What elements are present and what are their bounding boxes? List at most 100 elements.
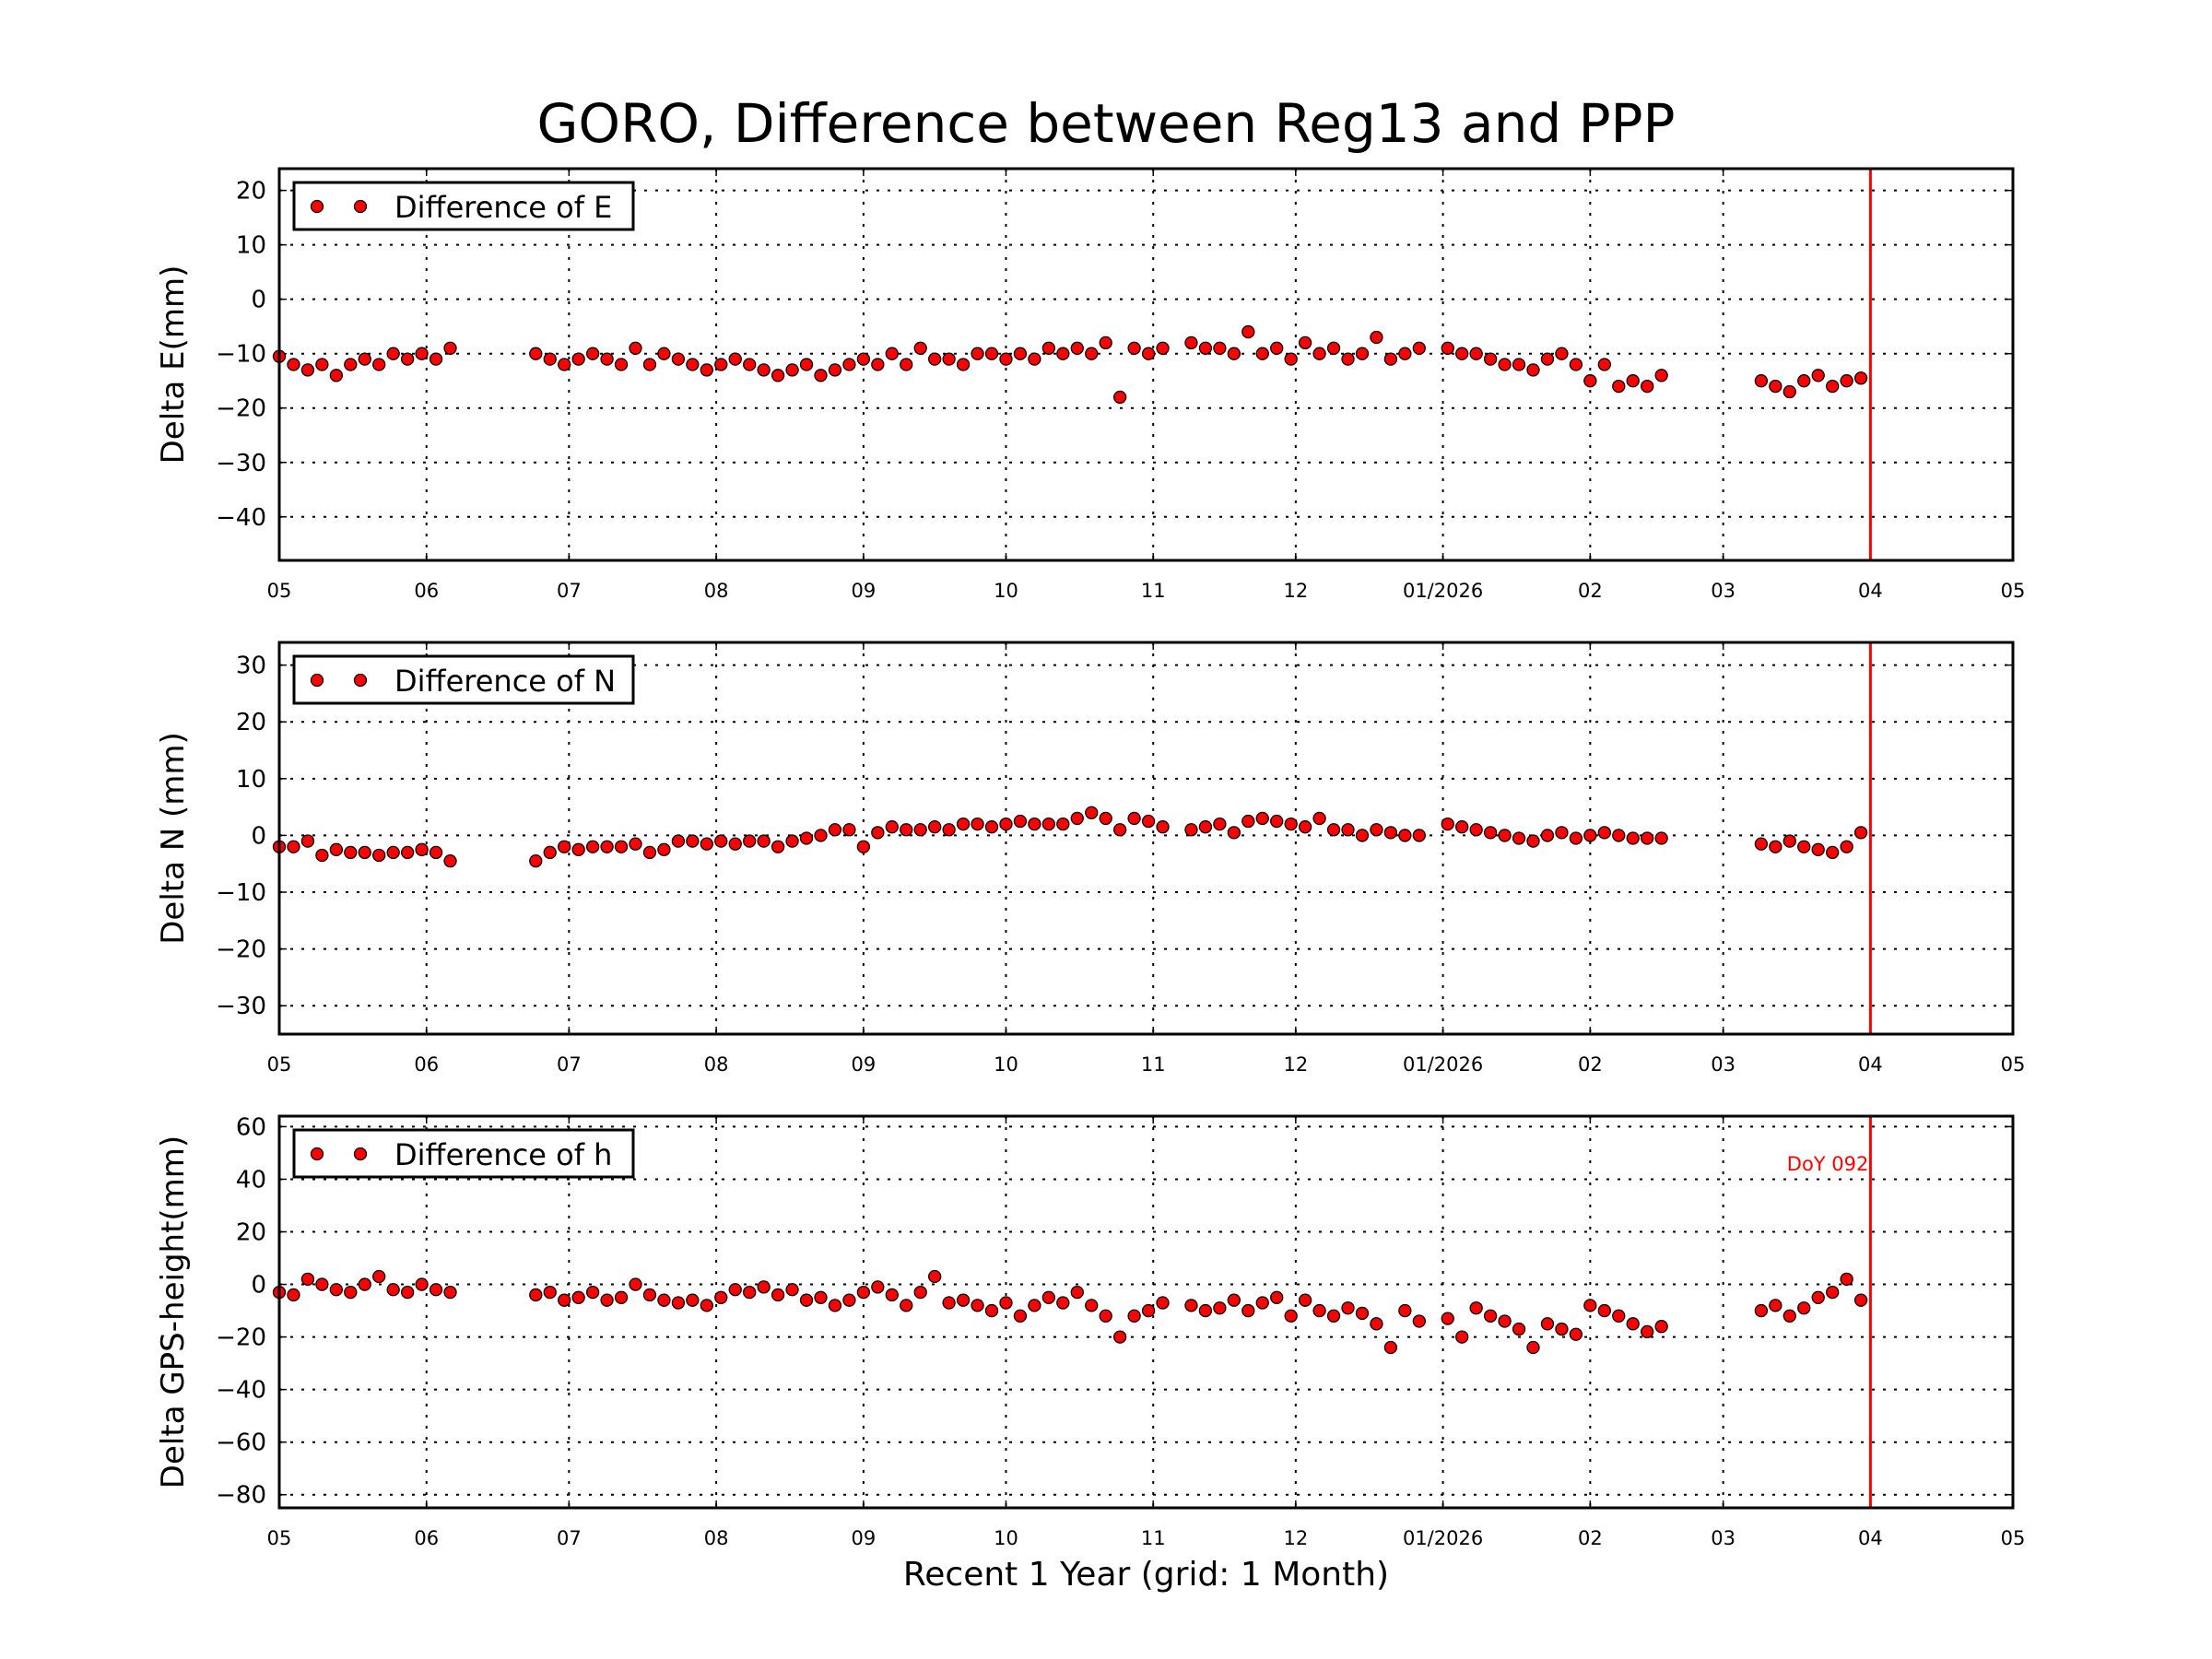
data-point <box>856 1285 871 1300</box>
data-point <box>344 1285 358 1300</box>
data-point <box>1597 826 1611 840</box>
data-point <box>1241 814 1255 829</box>
data-point <box>344 845 358 860</box>
data-point <box>714 1290 728 1304</box>
x-tick-label: 02 <box>1578 580 1603 602</box>
data-point <box>1241 1303 1255 1318</box>
data-point <box>1355 1306 1370 1321</box>
data-point <box>1826 379 1840 394</box>
data-point <box>1184 335 1198 350</box>
data-point <box>1312 1303 1326 1318</box>
data-point <box>600 840 614 853</box>
axes-frame <box>277 641 2015 1036</box>
data-point <box>571 352 585 366</box>
axes-frame <box>277 167 2015 562</box>
data-point <box>642 358 657 371</box>
x-tick-label: 04 <box>1858 580 1883 602</box>
data-point <box>1341 1301 1355 1315</box>
y-tick-label: 10 <box>236 232 266 260</box>
data-point <box>1056 347 1070 360</box>
data-point <box>1255 1296 1269 1310</box>
data-point <box>372 848 386 863</box>
data-point <box>1383 826 1398 840</box>
data-point <box>1013 347 1028 360</box>
y-tick-label: −10 <box>216 879 266 907</box>
data-point <box>443 341 457 355</box>
y-tick-label: 20 <box>236 709 266 736</box>
data-point <box>1853 371 1868 385</box>
data-point <box>728 837 742 851</box>
data-point <box>1441 341 1454 355</box>
data-point <box>642 1288 657 1302</box>
data-point <box>1270 814 1284 829</box>
data-point <box>300 834 315 848</box>
data-point <box>757 363 771 377</box>
panel-N: 05 06 07 08 09 10 11 12 01/2026 02 03 04 05 30 20 10 0 −1… <box>155 641 2025 1076</box>
legend-box <box>292 181 635 231</box>
data-point <box>1227 347 1241 360</box>
data-point <box>1540 352 1555 366</box>
data-point <box>1455 820 1469 834</box>
data-point <box>871 826 885 840</box>
data-point <box>1583 829 1597 842</box>
data-point <box>1612 379 1626 394</box>
data-point <box>329 1283 343 1297</box>
data-point <box>1641 1324 1654 1339</box>
legend-label: Difference of h <box>394 1137 612 1172</box>
data-point <box>315 1277 329 1291</box>
data-point <box>1198 1303 1213 1318</box>
data-point <box>1455 1330 1469 1344</box>
data-point <box>842 358 856 371</box>
data-point <box>287 358 300 371</box>
data-point <box>372 358 386 371</box>
data-point <box>1754 1303 1769 1318</box>
y-tick-label: −20 <box>216 395 266 423</box>
data-point <box>1398 829 1412 842</box>
data-point <box>600 352 614 366</box>
legend-marker <box>310 199 324 214</box>
data-point <box>1840 1272 1853 1286</box>
data-point <box>971 817 984 831</box>
y-tick-label: −60 <box>216 1430 266 1457</box>
legend-marker <box>353 673 368 688</box>
data-point <box>571 1290 585 1304</box>
data-point <box>1127 1309 1141 1323</box>
data-point <box>358 352 371 366</box>
data-point <box>984 1303 999 1318</box>
data-point <box>315 848 329 863</box>
y-axis-label: Delta E(mm) <box>155 265 192 465</box>
data-point <box>429 352 443 366</box>
data-point <box>700 837 713 851</box>
data-point <box>743 834 757 848</box>
x-tick-label: 06 <box>414 580 439 602</box>
data-point <box>1526 834 1540 848</box>
legend: Difference of N <box>292 654 635 705</box>
data-point <box>443 853 457 868</box>
data-point <box>799 831 814 845</box>
y-tick-label: −80 <box>216 1482 266 1510</box>
data-point <box>785 834 799 848</box>
data-point <box>714 834 728 848</box>
data-point <box>942 352 956 366</box>
data-point <box>686 834 700 848</box>
data-point <box>728 352 742 366</box>
data-point <box>585 347 600 360</box>
data-point <box>287 1288 300 1302</box>
data-point <box>1028 817 1041 831</box>
data-point <box>1769 840 1783 853</box>
data-point <box>928 352 942 366</box>
data-point <box>1811 1290 1825 1304</box>
data-point <box>743 358 757 371</box>
data-point <box>1654 831 1668 845</box>
data-point <box>400 845 415 860</box>
data-point <box>1227 1293 1241 1307</box>
x-tick-label: 08 <box>704 1527 729 1549</box>
data-point <box>1853 826 1868 840</box>
data-point <box>1783 384 1796 399</box>
y-tick-label: −40 <box>216 1377 266 1405</box>
data-point <box>1141 814 1156 829</box>
data-point <box>1241 324 1255 339</box>
data-point <box>1583 374 1597 388</box>
data-point <box>1383 352 1398 366</box>
